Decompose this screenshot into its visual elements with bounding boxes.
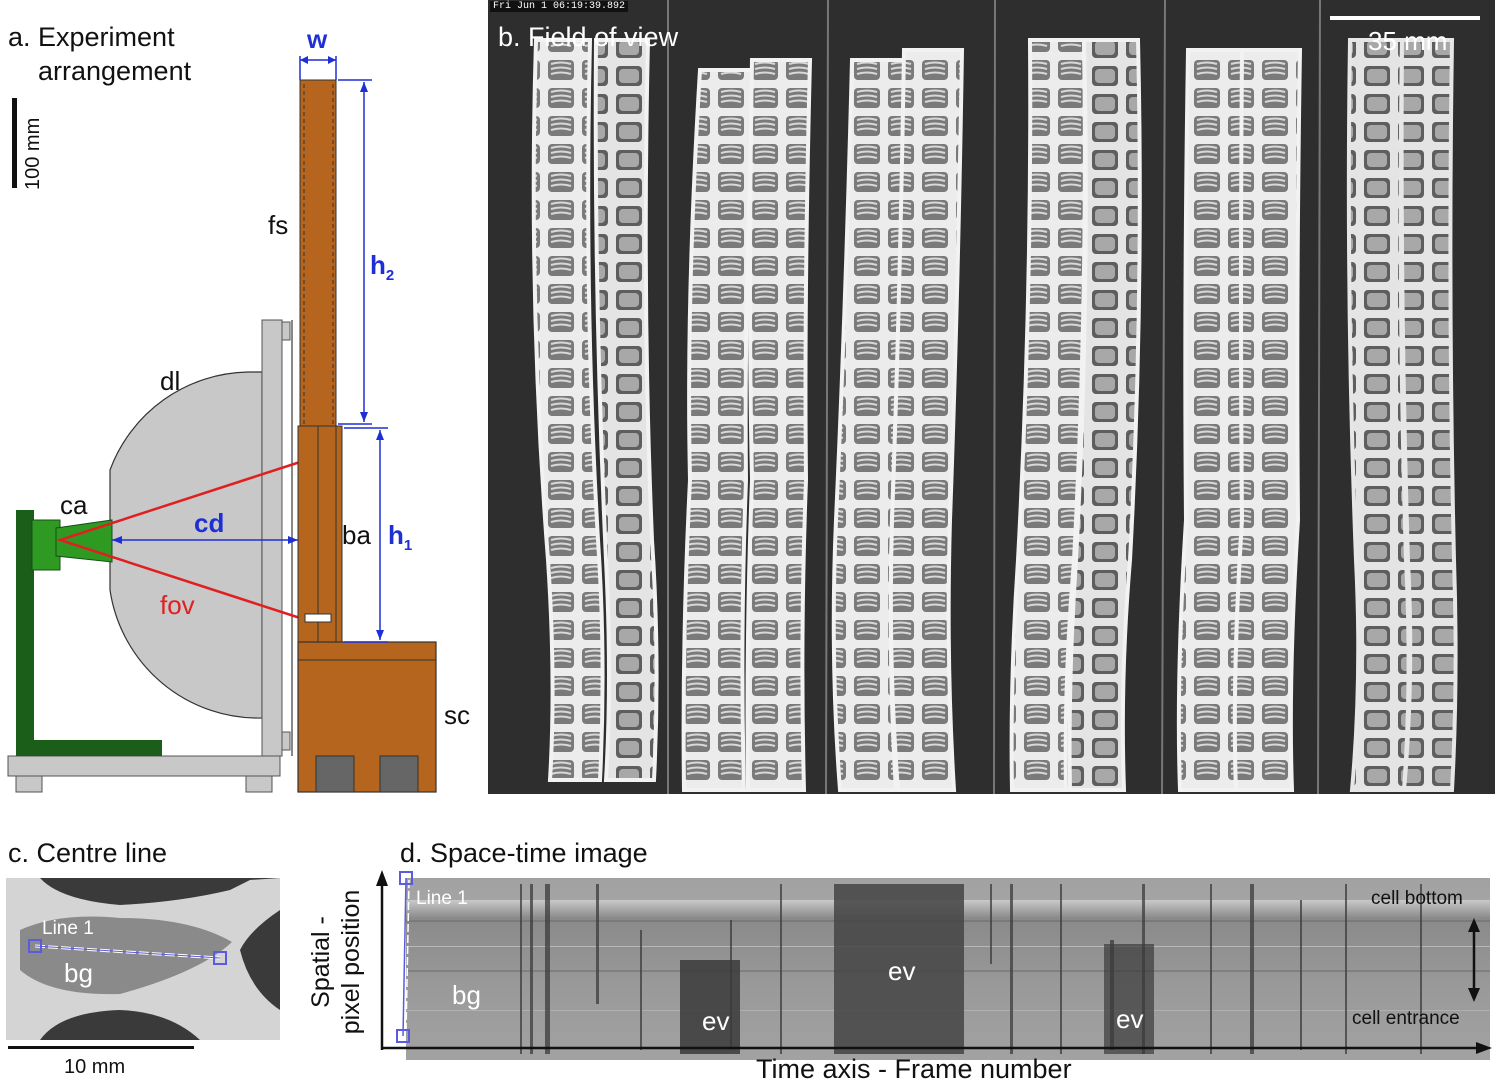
activity-streaks — [520, 884, 1422, 1054]
cell-entrance-label: cell entrance — [1352, 1008, 1460, 1029]
comb-strip-3 — [831, 48, 965, 792]
cabinet-vent-left — [315, 755, 355, 793]
event-label-2: ev — [888, 956, 916, 986]
panel-a-title-line2: arrangement — [38, 56, 192, 86]
line-1-marker-inner — [405, 879, 410, 1035]
x-axis-arrow — [1476, 1042, 1492, 1054]
y-axis-title-line2: pixel position — [337, 889, 365, 1035]
label-sc: sc — [444, 700, 470, 730]
camera-stand-vertical — [16, 510, 34, 756]
camera-body — [31, 519, 61, 571]
label-ba: ba — [342, 520, 371, 550]
line-1-label-d: Line 1 — [416, 888, 468, 909]
cd-arrow-left — [112, 536, 122, 544]
cd-arrow-right — [288, 536, 298, 544]
spacer-line — [825, 0, 829, 795]
panel-a-title: a. Experiment arrangement — [8, 20, 191, 88]
depth-arrow-bottom — [1468, 988, 1480, 1002]
frame-clip-bottom — [281, 731, 291, 751]
label-ca: ca — [60, 490, 88, 520]
event-block — [1104, 944, 1154, 1054]
centre-line-outline — [34, 945, 221, 959]
x-axis-title: Time axis - Frame number — [756, 1054, 1072, 1084]
line-1-handle-bottom — [396, 1029, 410, 1043]
comb-strip-6 — [1346, 38, 1458, 792]
space-time-bg — [406, 878, 1490, 1060]
dome-light — [109, 371, 263, 719]
label-w: w — [307, 24, 328, 54]
line-1-handle-top — [399, 871, 413, 885]
camera-stand-foot — [34, 740, 162, 756]
field-of-view-photo — [488, 0, 1495, 795]
h2-arrow-bottom — [360, 412, 368, 422]
comb-strip-2 — [681, 58, 813, 792]
experiment-diagram — [7, 56, 437, 793]
scale-label-10mm: 10 mm — [64, 1056, 126, 1078]
w-arrow-right — [328, 56, 336, 64]
comb-strip-5 — [1176, 48, 1303, 792]
label-dl: dl — [160, 366, 181, 396]
cell-bottom-label: cell bottom — [1371, 888, 1463, 909]
label-h1: h1 — [388, 520, 412, 554]
spacer-line — [1161, 0, 1166, 795]
frame-plate — [261, 319, 283, 757]
line-1-label-c: Line 1 — [42, 918, 94, 939]
event-label-1: ev — [702, 1006, 730, 1036]
label-fov: fov — [160, 590, 195, 620]
y-axis-title-line1: Spatial - — [307, 916, 335, 1008]
panel-c-title: c. Centre line — [8, 838, 168, 868]
bg-label-d: bg — [452, 980, 481, 1010]
base-foot-right — [245, 775, 273, 793]
centre-line-handle-left — [28, 939, 42, 953]
label-h2: h2 — [370, 250, 394, 284]
centre-line-image — [6, 878, 280, 1049]
panel-d-title: d. Space-time image — [400, 838, 648, 868]
cell-interior — [20, 916, 232, 995]
comb-strip-1 — [531, 38, 659, 782]
scale-bar-b — [1330, 16, 1480, 20]
scale-bar-a — [12, 98, 17, 188]
photo-timestamp: Fri Jun 1 06:19:39.892 — [490, 1, 629, 12]
scale-bar-c — [8, 1046, 194, 1049]
comb-strip-4 — [1009, 38, 1142, 792]
spacer-line — [993, 0, 996, 795]
h1-arrow-bottom — [376, 630, 384, 640]
label-h2-main: h — [370, 250, 386, 280]
y-axis-title: Spatial - pixel position — [306, 872, 366, 1052]
panel-a-title-line1: a. Experiment — [8, 22, 175, 52]
spacer-line — [1317, 0, 1321, 795]
entrance-slot — [304, 613, 332, 623]
label-h1-sub: 1 — [403, 537, 413, 555]
bg-label-c: bg — [64, 958, 93, 988]
cabinet-vent-right — [379, 755, 419, 793]
event-label-3: ev — [1116, 1004, 1144, 1034]
scale-label-35mm: 35 mm — [1368, 26, 1448, 56]
y-axis-arrow — [376, 870, 388, 886]
label-h2-sub: 2 — [385, 267, 395, 285]
line-1-marker — [402, 877, 407, 1037]
label-h1-main: h — [388, 520, 404, 550]
centre-line-handle-right — [213, 951, 227, 965]
base-foot-left — [15, 775, 43, 793]
h2-arrow-top — [360, 82, 368, 92]
panel-b-title: b. Field of view — [498, 22, 679, 52]
h1-arrow-top — [376, 430, 384, 440]
label-fs: fs — [268, 210, 289, 240]
frame-clip-top — [281, 321, 291, 341]
w-arrow-left — [300, 56, 308, 64]
depth-arrow-top — [1468, 918, 1480, 932]
label-cd: cd — [194, 508, 225, 538]
